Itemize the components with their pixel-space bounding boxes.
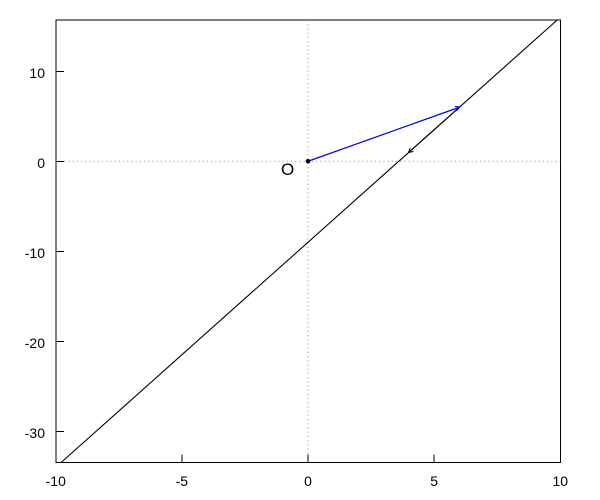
svg-text:5: 5 — [430, 473, 438, 489]
svg-text:-10: -10 — [25, 245, 45, 261]
svg-text:0: 0 — [304, 473, 312, 489]
svg-text:-10: -10 — [46, 473, 66, 489]
svg-text:10: 10 — [552, 473, 568, 489]
svg-text:-20: -20 — [25, 335, 45, 351]
svg-text:0: 0 — [37, 155, 45, 171]
svg-text:-30: -30 — [25, 425, 45, 441]
svg-text:-5: -5 — [176, 473, 189, 489]
svg-text:O: O — [281, 160, 294, 179]
svg-text:10: 10 — [29, 65, 45, 81]
